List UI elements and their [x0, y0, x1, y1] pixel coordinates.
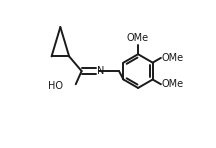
Text: N: N — [97, 66, 104, 76]
Text: OMe: OMe — [127, 33, 149, 43]
Text: OMe: OMe — [162, 53, 184, 63]
Text: HO: HO — [48, 81, 63, 91]
Text: OMe: OMe — [162, 79, 184, 89]
